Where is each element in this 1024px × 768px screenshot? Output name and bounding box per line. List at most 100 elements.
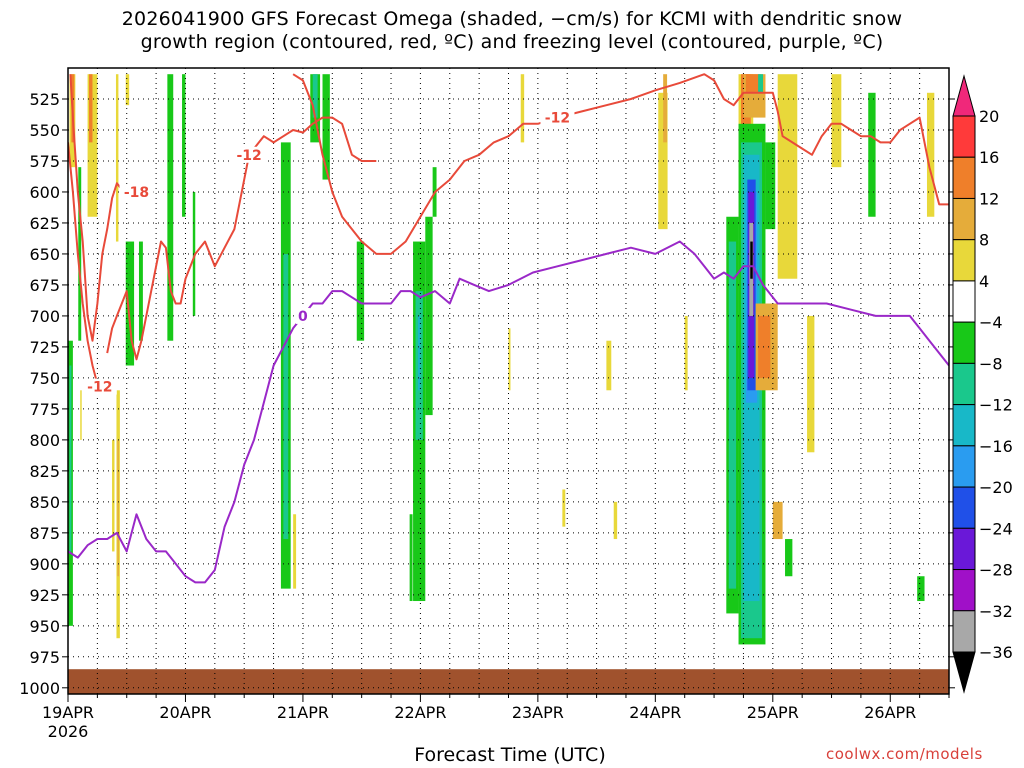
omega-cell-33 — [562, 489, 566, 527]
colorbar-label-7: −12 — [979, 396, 1013, 415]
omega-cell-32 — [508, 328, 511, 391]
y-tick-label-5: 650 — [29, 245, 60, 264]
y-tick-label-9: 750 — [29, 369, 60, 388]
x-tick-label-7: 26APR — [864, 703, 916, 722]
y-tick-label-14: 875 — [29, 524, 60, 543]
colorbar-label-13: −36 — [979, 643, 1013, 662]
omega-cell-15 — [167, 74, 174, 341]
omega-cell-61 — [758, 74, 764, 93]
omega-cell-36 — [663, 74, 668, 143]
colorbar-band-12 — [952, 610, 976, 653]
y-tick-label-16: 925 — [29, 586, 60, 605]
colorbar-band-5 — [952, 321, 976, 364]
omega-shading — [68, 74, 935, 645]
contour-label-2: -12 — [236, 148, 261, 164]
x-year-label: 2026 — [48, 722, 89, 741]
omega-cell-7 — [89, 74, 93, 143]
omega-cell-31 — [520, 74, 525, 143]
terrain-fill — [68, 669, 949, 694]
contour-label-bg-0 — [119, 183, 154, 200]
colorbar-band-10 — [952, 527, 976, 571]
colorbar-label-10: −24 — [979, 519, 1013, 538]
colorbar-label-12: −32 — [979, 602, 1013, 621]
colorbar-label-0: 20 — [979, 107, 999, 126]
colorbar-band-3 — [952, 239, 976, 282]
x-axis-ticks: 19APR 20APR 21APR 22APR 23APR 24APR 25APR 26APR… — [42, 694, 950, 741]
x-tick-label-0: 19APR — [42, 703, 94, 722]
colorbar-label-1: 16 — [979, 148, 999, 167]
colorbar-band-11 — [952, 569, 976, 612]
contour-lines — [68, 73, 949, 584]
omega-cell-28 — [409, 514, 413, 602]
omega-cell-3 — [69, 365, 72, 552]
y-tick-label-2: 575 — [29, 152, 60, 171]
omega-cell-20 — [293, 514, 297, 589]
omega-cell-19 — [283, 253, 289, 540]
x-tick-label-6: 25APR — [747, 703, 799, 722]
omega-cell-12 — [125, 241, 135, 366]
colorbar-label-6: −8 — [979, 354, 1003, 373]
colorbar-label-4: 4 — [979, 272, 989, 291]
y-tick-label-7: 700 — [29, 307, 60, 326]
x-tick-label-3: 22APR — [394, 703, 446, 722]
colorbar-band-9 — [952, 486, 976, 529]
y-tick-label-13: 850 — [29, 493, 60, 512]
colorbar-band-7 — [952, 404, 976, 447]
y-tick-label-11: 800 — [29, 431, 60, 450]
colorbar-label-11: −28 — [979, 561, 1013, 580]
omega-cell-23 — [322, 74, 330, 180]
omega-cell-56 — [758, 315, 771, 378]
colorbar-label-3: 8 — [979, 231, 989, 250]
y-tick-label-8: 725 — [29, 338, 60, 357]
y-tick-label-3: 600 — [29, 183, 60, 202]
chart-title-line-1: 2026041900 GFS Forecast Omega (shaded, −… — [121, 8, 903, 30]
colorbar-bottom-arrow — [952, 651, 976, 694]
x-tick-label-4: 23APR — [512, 703, 564, 722]
y-tick-label-17: 950 — [29, 617, 60, 636]
y-tick-label-19: 1000 — [19, 679, 60, 698]
omega-cell-60 — [807, 315, 815, 453]
y-tick-label-6: 675 — [29, 276, 60, 295]
colorbar-band-8 — [952, 445, 976, 488]
credit-link[interactable]: coolwx.com/models — [826, 745, 983, 763]
colorbar-label-2: 12 — [979, 189, 999, 208]
omega-cell-27 — [417, 315, 421, 391]
colorbar-band-4 — [952, 280, 976, 323]
x-tick-label-1: 20APR — [159, 703, 211, 722]
contour-label-1: -12 — [87, 380, 112, 396]
colorbar: 20 16 12 8 4 −4 −8 −12 −16 −20 −24 −28 −32 −36 — [952, 74, 1013, 694]
x-axis-title: Forecast Time (UTC) — [414, 744, 606, 766]
omega-cell-37 — [606, 340, 612, 391]
x-tick-label-2: 21APR — [277, 703, 329, 722]
omega-cell-5 — [80, 390, 82, 440]
omega-cell-65 — [926, 92, 935, 217]
omega-cell-62 — [831, 74, 842, 168]
omega-cell-10 — [117, 439, 119, 577]
contour-line-2 — [106, 116, 377, 361]
omega-cell-17 — [192, 191, 196, 316]
colorbar-band-0 — [952, 115, 976, 158]
y-tick-label-4: 625 — [29, 214, 60, 233]
omega-cell-64 — [917, 576, 925, 602]
chart-title-line-2: growth region (contoured, red, ºC) and f… — [140, 31, 884, 53]
omega-cell-53 — [745, 74, 761, 93]
contour-label-bg-4 — [295, 307, 310, 324]
y-tick-label-18: 975 — [29, 648, 60, 667]
contour-label-bg-2 — [232, 146, 267, 163]
contour-label-bg-3 — [540, 109, 575, 126]
omega-cell-63 — [868, 92, 876, 217]
omega-cell-16 — [182, 74, 186, 217]
colorbar-band-1 — [952, 156, 976, 199]
omega-cell-59 — [785, 539, 793, 577]
colorbar-label-8: −16 — [979, 437, 1013, 456]
y-tick-label-0: 525 — [29, 90, 60, 109]
omega-cell-4 — [78, 167, 82, 341]
colorbar-band-6 — [952, 362, 976, 406]
omega-cell-38 — [684, 315, 688, 391]
contour-labels: -18 -12 -12 -12 0 — [82, 109, 575, 396]
colorbar-label-5: −4 — [979, 313, 1003, 332]
omega-cell-51 — [750, 241, 753, 279]
y-tick-label-12: 825 — [29, 462, 60, 481]
y-axis-ticks: 525 550 575 600 625 650 675 700 725 750 775 800 825 8… — [19, 90, 955, 698]
